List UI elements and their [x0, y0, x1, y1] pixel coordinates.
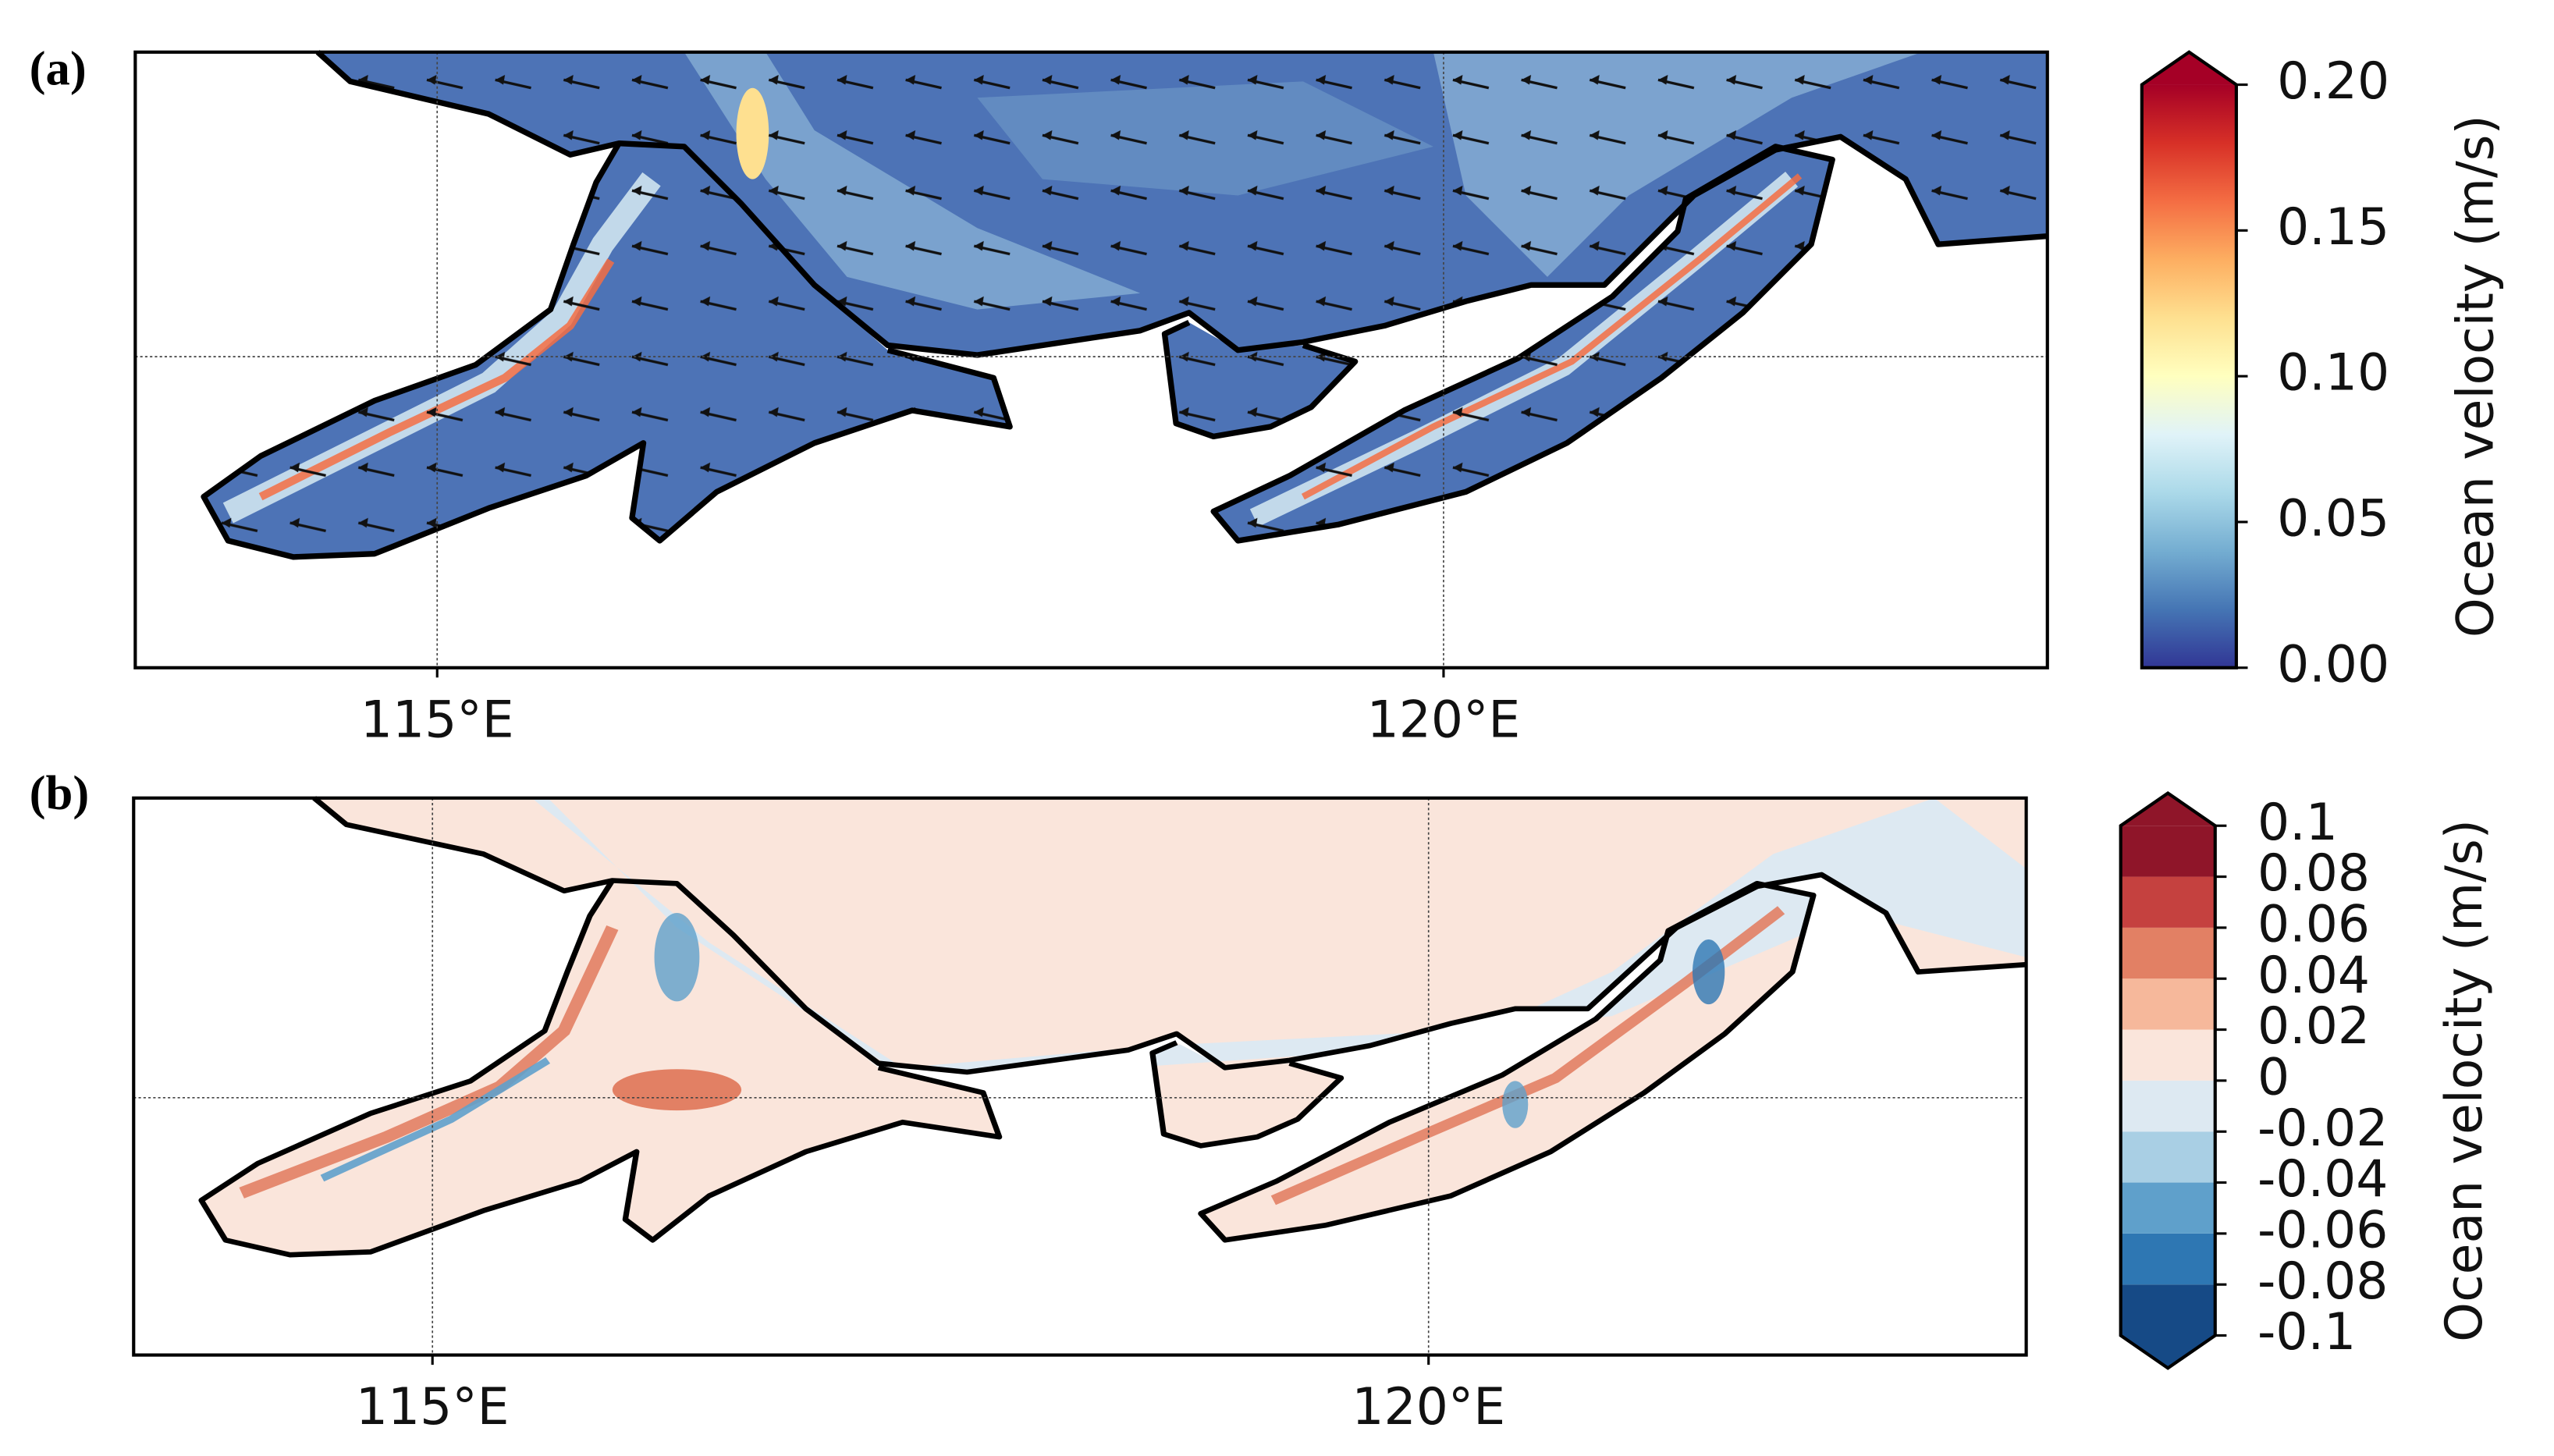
colorbar-tick-label: 0: [2257, 1048, 2289, 1106]
colorbar-level: [2120, 876, 2215, 928]
colorbar-level: [2120, 1182, 2215, 1234]
colorbar-tick-label: 0.15: [2277, 198, 2389, 257]
colorbar-tick-label: 0.1: [2257, 794, 2338, 852]
colorbar-extend: [2120, 1335, 2215, 1369]
x-tick-label: 120°E: [1367, 691, 1521, 749]
colorbar-label: Ocean velocity (m/s): [2435, 819, 2494, 1342]
colorbar-level: [2120, 1284, 2215, 1336]
colorbar-tick-label: 0.10: [2277, 344, 2389, 403]
colorbar-level: [2120, 826, 2215, 877]
colorbar-tick-label: -0.02: [2257, 1099, 2388, 1158]
colorbar-level: [2120, 978, 2215, 1030]
colorbar-level: [2120, 1080, 2215, 1132]
colorbar-tick-label: 0.04: [2257, 946, 2370, 1005]
panel-b-field: [133, 798, 2026, 1355]
colorbar-tick-label: -0.04: [2257, 1150, 2388, 1209]
colorbar-tick-label: -0.06: [2257, 1201, 2388, 1259]
colorbar-tick-label: 0.02: [2257, 997, 2370, 1056]
x-tick-label: 115°E: [361, 691, 514, 749]
colorbar-tick-label: -0.08: [2257, 1252, 2388, 1311]
colorbar-level: [2120, 927, 2215, 979]
colorbar-tick-label: 0.05: [2277, 490, 2389, 549]
x-tick-label: 120°E: [1352, 1378, 1505, 1436]
colorbar-level: [2120, 1029, 2215, 1081]
panel-label: (a): [30, 41, 87, 95]
x-tick-label: 115°E: [356, 1378, 510, 1436]
colorbar-fill: [2141, 84, 2236, 668]
colorbar-level: [2120, 1233, 2215, 1285]
colorbar-tick-label: 0.08: [2257, 844, 2370, 903]
colorbar-tick-label: -0.1: [2257, 1303, 2356, 1362]
colorbar-tick-label: 0.06: [2257, 895, 2370, 954]
colorbar-level: [2120, 1131, 2215, 1183]
panel-a-field: [204, 51, 2048, 557]
colorbar-extend: [2120, 793, 2215, 826]
axes-frame: [133, 50, 2049, 669]
axes-frame: [132, 796, 2028, 1357]
colorbar-label: Ocean velocity (m/s): [2446, 115, 2505, 637]
colorbar-extend: [2141, 51, 2236, 85]
colorbar-tick-label: 0.00: [2277, 635, 2389, 694]
panel-label: (b): [30, 765, 90, 820]
colorbar-tick-label: 0.20: [2277, 52, 2389, 111]
